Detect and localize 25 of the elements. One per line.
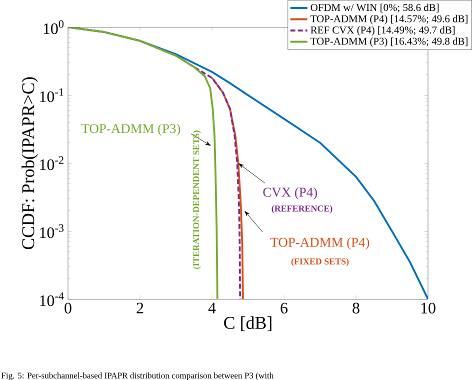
x-tick-label: 8 (352, 302, 360, 314)
x-tick-label: 2 (136, 302, 144, 314)
x-tick-label: 6 (280, 302, 288, 314)
annotation: (ITERATION-DEPENDENT SETS) (192, 130, 201, 269)
annotation: (REFERENCE) (272, 205, 332, 214)
legend-label: OFDM w/ WIN [0%; 58.6 dB] (310, 4, 439, 12)
legend-label: TOP-ADMM (P4) [14.57%; 49.6 dB] (310, 14, 468, 24)
legend-label: TOP-ADMM (P3) [16.43%; 49.8 dB] (310, 37, 468, 47)
annotation: CVX (P4) (263, 187, 317, 200)
annotation: TOP-ADMM (P3) (82, 124, 180, 136)
y-axis-title: CCDF: Prob(IPAPR>C) (22, 77, 38, 250)
x-tick-label: 4 (208, 302, 216, 314)
legend-label: REF CVX (P4) [14.49%; 49.7 dB] (310, 26, 455, 36)
x-tick-label: 0 (64, 302, 72, 314)
y-tick-label: 10$^{-1}$ (40, 88, 64, 102)
x-tick-label: 10 (421, 302, 436, 314)
annotation: (FIXED SETS) (291, 258, 349, 266)
y-tick-label: 10$^{-3}$ (40, 224, 64, 238)
y-tick-label: 10$^{-4}$ (40, 292, 64, 306)
annotation: TOP-ADMM (P4) (270, 237, 370, 250)
y-tick-label: 10$^{-2}$ (40, 156, 64, 170)
line-series (211, 76, 244, 300)
caption: Fig. 5: Per-subchannel-based IPAPR distribution comparison between P3 (with (1, 372, 274, 380)
x-axis-title: C [dB] (224, 316, 272, 332)
y-tick-label: 10$^{0}$ (44, 20, 64, 34)
